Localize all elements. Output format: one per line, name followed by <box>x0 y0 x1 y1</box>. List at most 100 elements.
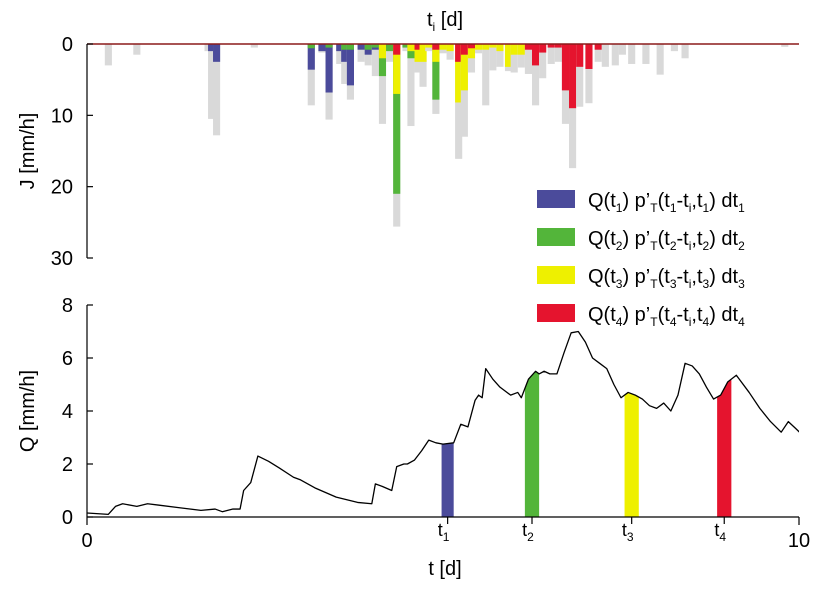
legend-label-t2: Q(t2) p’T(t2-ti,t2) dt2 <box>588 228 745 253</box>
flow-xtick-label-0: 0 <box>81 530 92 552</box>
flow-marker-label-main-t3: t <box>622 520 627 540</box>
flow-marker-label-t1: t1 <box>438 520 450 544</box>
flow-marker-label-t2: t2 <box>522 520 534 544</box>
rain-bar-total-21 <box>419 44 427 87</box>
rain-bar-t3-23 <box>432 44 440 62</box>
rain-bar-t3-20 <box>414 44 422 62</box>
legend-text-t2-3: T <box>650 239 658 253</box>
legend-text-t1-6: -t <box>677 190 690 212</box>
legend-text-t3-4: (t <box>658 266 671 288</box>
legend-text-t1-2: ) p’ <box>622 190 650 212</box>
rain-bar-total-39 <box>547 44 555 64</box>
legend-text-t2-7: i <box>689 239 692 253</box>
rain-bar-total-44 <box>585 44 593 104</box>
rain-bar-total-37 <box>532 44 540 106</box>
flow-highlight-t3 <box>624 392 639 517</box>
legend-text-t3-5: 3 <box>670 277 677 291</box>
flow-highlights <box>441 371 732 517</box>
legend-text-t1-3: T <box>650 201 658 215</box>
rain-bar-total-43 <box>576 44 584 107</box>
rain-bar-t3-19 <box>407 44 415 52</box>
rain-bar-total-1 <box>133 44 141 55</box>
rain-bar-total-30 <box>482 44 490 106</box>
rain-bar-t1-12 <box>357 44 365 50</box>
flow-marker-label-sub-t3: 3 <box>627 530 634 544</box>
rain-x-axis-label-sub: i <box>433 20 436 34</box>
legend-text-t1-4: (t <box>658 190 671 212</box>
rain-bar-t1-10 <box>341 44 349 62</box>
flow-ytick-label-3: 6 <box>62 348 73 370</box>
rain-bar-t3-15 <box>378 44 387 59</box>
rain-bar-total-6 <box>307 44 315 106</box>
rain-bar-total-52 <box>670 44 678 52</box>
legend-text-t2-4: (t <box>658 228 671 250</box>
legend-label-t3: Q(t3) p’T(t3-ti,t3) dt3 <box>588 266 745 291</box>
legend-text-t4-4: (t <box>658 304 671 326</box>
rain-bar-total-14 <box>371 44 379 77</box>
legend-swatch-t1 <box>537 190 575 208</box>
flow-marker-label-sub-t4: 4 <box>719 530 726 544</box>
rain-bar-total-19 <box>407 44 415 127</box>
flow-ytick-label-0: 0 <box>62 507 73 529</box>
rain-bar-total-34 <box>510 44 518 73</box>
legend-text-t4-9: 4 <box>703 315 710 329</box>
rain-bar-total-53 <box>681 44 689 59</box>
legend-text-t4-1: 4 <box>616 315 623 329</box>
legend-text-t2-10: ) dt <box>709 228 738 250</box>
rain-bar-t4-38 <box>539 44 547 53</box>
legend-text-t1-11: 1 <box>738 201 745 215</box>
rain-x-axis-label-main: t <box>427 9 433 31</box>
flow-y-axis-label: Q [mm/h] <box>17 370 39 452</box>
rain-bar-total-40 <box>554 44 562 62</box>
legend-text-t2-0: Q(t <box>588 228 616 250</box>
rain-bar-t1-3 <box>208 44 216 52</box>
rain-bar-t2-10 <box>341 44 349 50</box>
rain-bar-total-45 <box>594 44 602 62</box>
legend-text-t1-9: 1 <box>703 201 710 215</box>
legend-text-t4-3: T <box>650 315 658 329</box>
legend-text-t4-10: ) dt <box>709 304 738 326</box>
rain-bar-t3-33 <box>504 44 513 67</box>
legend-text-t3-11: 3 <box>738 277 745 291</box>
legend-text-t4-6: -t <box>677 304 690 326</box>
legend-text-t1-1: 1 <box>616 201 623 215</box>
rain-bar-total-35 <box>517 44 525 68</box>
rain-bar-total-46 <box>601 44 609 67</box>
legend-text-t1-0: Q(t <box>588 190 616 212</box>
rain-bar-t1-9 <box>336 44 344 52</box>
rain-bar-t2-19 <box>407 44 415 59</box>
flow-line-group <box>87 330 799 515</box>
flow-highlight-t2 <box>524 371 540 517</box>
rain-bar-t3-35 <box>517 44 525 55</box>
rain-bar-total-9 <box>336 44 344 64</box>
rain-bar-t4-17 <box>393 44 401 55</box>
rain-bar-t4-20 <box>414 44 422 50</box>
rain-bar-t4-40 <box>554 44 562 48</box>
legend-text-t2-2: ) p’ <box>622 228 650 250</box>
rain-bar-total-50 <box>642 44 650 64</box>
rain-bar-t2-13 <box>364 44 372 50</box>
flow-highlight-t1 <box>441 442 454 517</box>
flow-marker-label-sub-t2: 2 <box>527 530 534 544</box>
flow-marker-label-main-t1: t <box>438 520 443 540</box>
rain-bar-total-38 <box>539 44 547 79</box>
legend-text-t1-5: 1 <box>670 201 677 215</box>
legend-text-t2-6: -t <box>677 228 690 250</box>
rain-bar-t3-34 <box>510 44 518 55</box>
legend-text-t4-2: ) p’ <box>622 304 650 326</box>
rain-bar-t4-45 <box>594 44 602 50</box>
rain-bar-total-3 <box>208 44 216 119</box>
rain-bar-t3-27 <box>460 44 468 91</box>
rain-bar-total-0 <box>104 44 112 66</box>
rain-bars <box>104 44 789 227</box>
rain-bar-t3-21 <box>419 44 427 62</box>
rain-bar-t4-44 <box>585 44 593 69</box>
legend-text-t1-10: ) dt <box>709 190 738 212</box>
rain-y-axis-label: J [mm/h] <box>17 113 39 190</box>
flow-xtick-label-1: 10 <box>788 530 810 552</box>
rain-bar-total-36 <box>524 44 532 74</box>
rain-x-axis-label: ti [d] <box>427 9 463 34</box>
